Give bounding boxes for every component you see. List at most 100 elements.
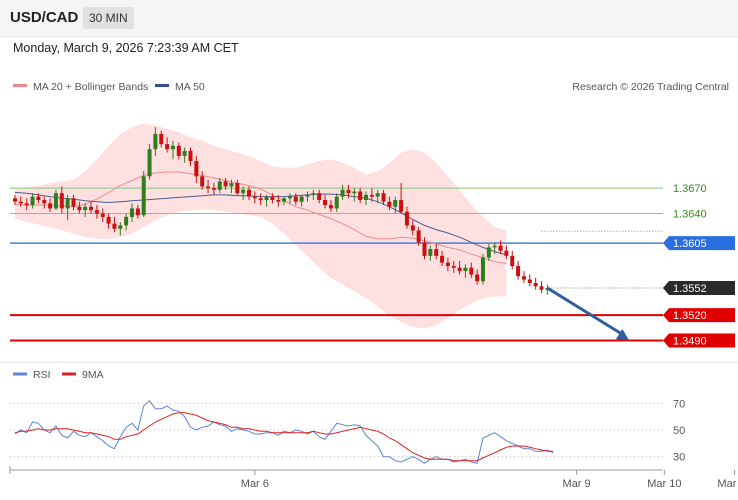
candle-body bbox=[381, 193, 386, 202]
candle-body bbox=[24, 203, 29, 206]
candle bbox=[42, 196, 47, 209]
candle-body bbox=[422, 242, 427, 256]
candle bbox=[492, 242, 497, 255]
candle bbox=[18, 196, 23, 207]
candle-body bbox=[516, 266, 521, 277]
price-legend: MA 20 + Bollinger Bands MA 50 Research ©… bbox=[13, 81, 729, 381]
candle-body bbox=[457, 267, 462, 272]
credit-label: Research © 2026 Trading Central bbox=[572, 81, 729, 93]
rsi-ma-line bbox=[14, 412, 554, 462]
candle bbox=[328, 199, 333, 212]
symbol-label: USD/CAD bbox=[10, 9, 79, 26]
candle-body bbox=[124, 216, 129, 226]
candle bbox=[393, 196, 398, 214]
candle-body bbox=[451, 266, 456, 268]
candle bbox=[170, 140, 175, 160]
candle-body bbox=[77, 206, 82, 211]
candle bbox=[340, 184, 345, 200]
candle bbox=[504, 245, 509, 260]
candle bbox=[334, 193, 339, 212]
candle-body bbox=[340, 189, 345, 197]
candle-body bbox=[440, 255, 445, 263]
candle bbox=[247, 186, 251, 200]
candle bbox=[533, 277, 538, 290]
candle bbox=[241, 186, 246, 200]
candle bbox=[539, 281, 544, 294]
candle bbox=[510, 250, 515, 270]
forecast-arrow-shaft bbox=[546, 286, 626, 337]
candle-body bbox=[352, 191, 357, 194]
candle bbox=[323, 194, 328, 209]
rsi-ma-legend-label: 9MA bbox=[82, 369, 104, 381]
candlesticks bbox=[13, 127, 550, 295]
candle bbox=[346, 184, 351, 199]
candle-body bbox=[112, 223, 117, 229]
support-level-label: 1.3490 bbox=[673, 336, 707, 348]
candle bbox=[451, 260, 456, 273]
candle-body bbox=[293, 196, 298, 202]
candle bbox=[404, 206, 409, 229]
candle-body bbox=[170, 145, 175, 150]
candle-body bbox=[305, 194, 310, 197]
candle bbox=[440, 250, 445, 267]
candle bbox=[317, 189, 322, 204]
candle bbox=[463, 264, 468, 278]
candle bbox=[94, 205, 99, 219]
candle bbox=[206, 179, 211, 194]
rsi-legend-swatch bbox=[13, 372, 27, 376]
candle bbox=[358, 188, 363, 204]
candle bbox=[469, 262, 474, 278]
candle bbox=[369, 188, 374, 202]
candle bbox=[428, 245, 433, 261]
candle-body bbox=[346, 189, 351, 194]
ma50-legend-swatch bbox=[155, 84, 169, 87]
candle bbox=[252, 191, 257, 204]
candle-body bbox=[83, 206, 88, 211]
candle bbox=[159, 130, 164, 148]
candle-body bbox=[463, 267, 468, 272]
candle-body bbox=[100, 213, 105, 217]
candle-body bbox=[492, 245, 497, 248]
candle-body bbox=[486, 247, 491, 258]
candle-body bbox=[282, 198, 287, 202]
rsi-panel: 70 50 30 bbox=[0, 361, 738, 464]
candle bbox=[299, 194, 304, 207]
candle-body bbox=[94, 210, 99, 214]
candle-body bbox=[399, 199, 404, 212]
candle-body bbox=[153, 133, 158, 150]
candle bbox=[486, 244, 491, 261]
candle-body bbox=[445, 262, 450, 267]
last-price-label: 1.3552 bbox=[673, 283, 707, 295]
candle-body bbox=[247, 189, 251, 197]
candle-body bbox=[521, 276, 526, 280]
candle bbox=[287, 193, 292, 204]
candle bbox=[217, 177, 222, 194]
timeframe-button[interactable]: 30 MIN bbox=[83, 7, 134, 29]
chart-header-bar: USD/CAD 30 MIN bbox=[0, 0, 738, 37]
candle-body bbox=[393, 199, 398, 207]
candle-body bbox=[30, 196, 35, 206]
candle-body bbox=[358, 191, 363, 200]
candle-body bbox=[404, 211, 409, 226]
candle bbox=[223, 177, 228, 190]
candle bbox=[48, 198, 53, 212]
forecast-arrow-head bbox=[615, 329, 630, 341]
candle-body bbox=[481, 257, 485, 282]
candle-body bbox=[147, 149, 152, 177]
candle-body bbox=[106, 216, 111, 224]
candle-body bbox=[89, 206, 94, 211]
candle-body bbox=[141, 176, 146, 216]
candle-body bbox=[364, 194, 368, 200]
candle bbox=[311, 189, 316, 200]
x-axis: Mar 6 Mar 9 Mar 10 Mar 22 bbox=[9, 466, 738, 490]
candle bbox=[147, 144, 152, 180]
candle-body bbox=[475, 274, 480, 282]
candle-body bbox=[252, 196, 257, 199]
candle bbox=[422, 237, 427, 260]
candle-body bbox=[264, 196, 269, 200]
candle bbox=[293, 193, 298, 206]
candle bbox=[364, 191, 368, 206]
pivot-level-label: 1.3640 bbox=[673, 209, 707, 221]
